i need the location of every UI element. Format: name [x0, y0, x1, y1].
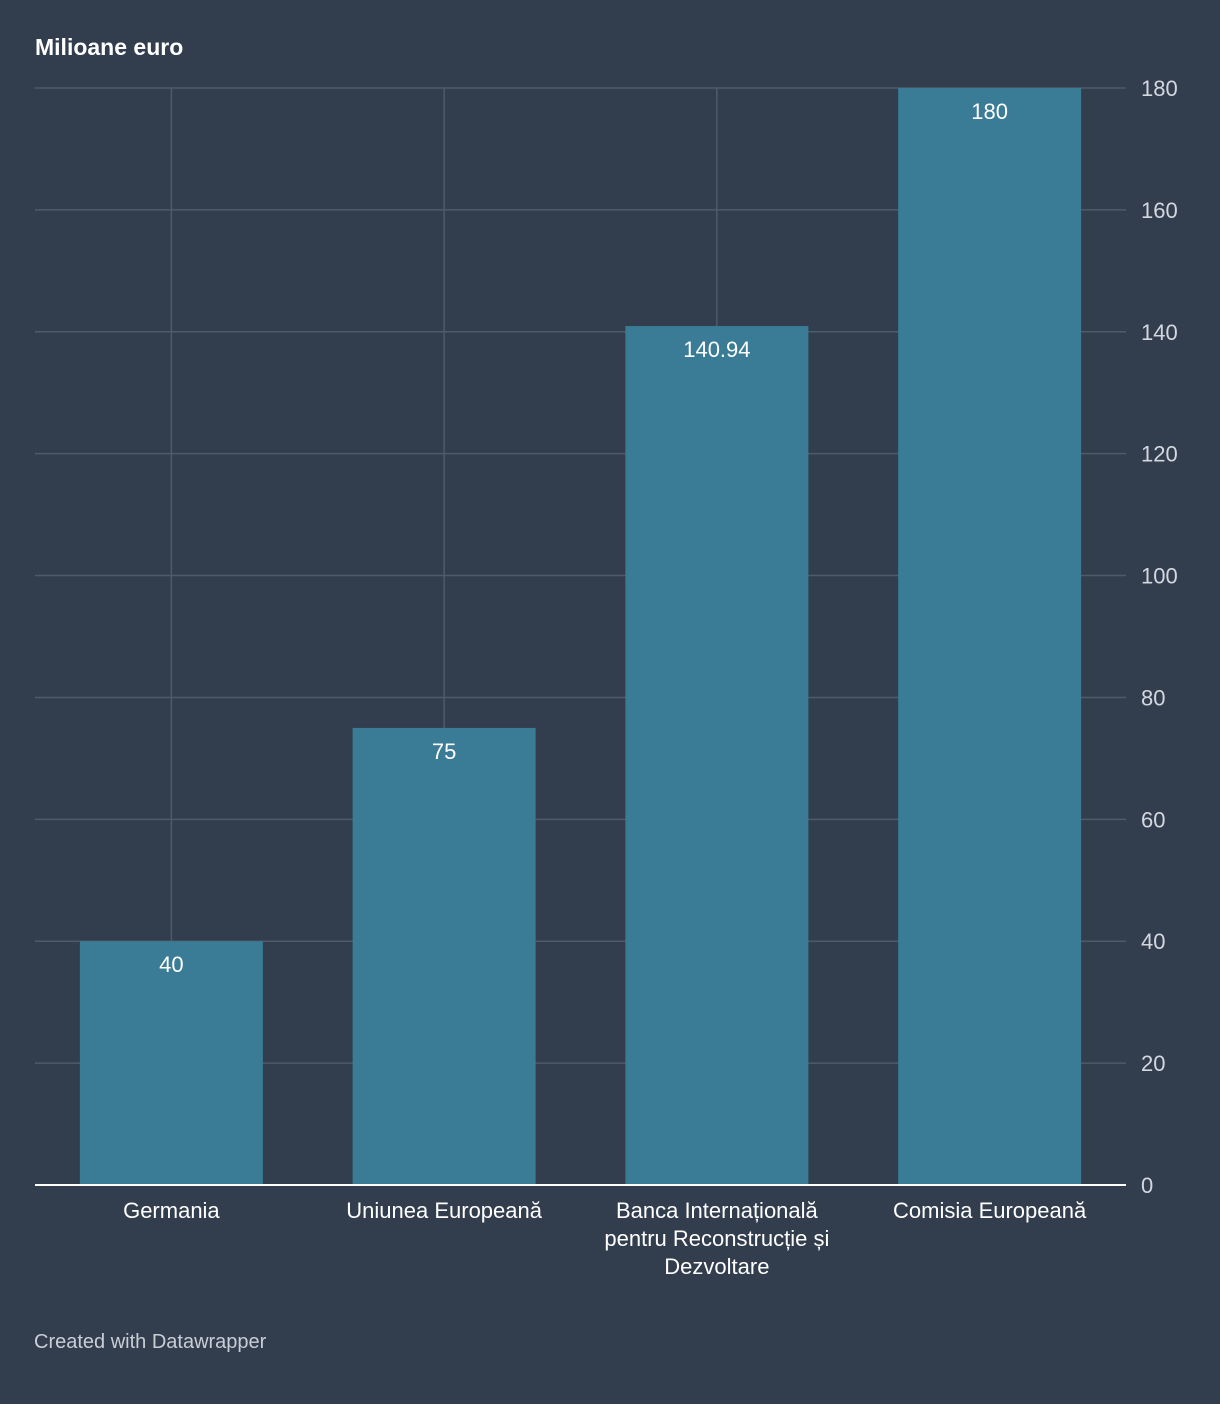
y-tick-label: 20 [1141, 1051, 1165, 1076]
x-category-label: Germania [123, 1198, 220, 1223]
x-category-label: pentru Reconstrucție și [604, 1226, 829, 1251]
y-tick-label: 140 [1141, 320, 1178, 345]
x-category-label: Banca Internațională [616, 1198, 819, 1223]
bar-value-label: 140.94 [683, 337, 750, 362]
bar [352, 727, 536, 1185]
y-tick-label: 60 [1141, 807, 1165, 832]
y-tick-label: 40 [1141, 929, 1165, 954]
chart-title: Milioane euro [35, 34, 184, 60]
y-tick-label: 160 [1141, 198, 1178, 223]
y-tick-label: 80 [1141, 685, 1165, 710]
x-category-label: Uniunea Europeană [346, 1198, 542, 1223]
y-tick-label: 120 [1141, 442, 1178, 467]
bar [898, 88, 1082, 1185]
y-tick-label: 0 [1141, 1173, 1153, 1198]
x-category-label: Comisia Europeană [893, 1198, 1087, 1223]
y-tick-label: 180 [1141, 76, 1178, 101]
y-tick-label: 100 [1141, 564, 1178, 589]
bar-value-label: 180 [971, 99, 1008, 124]
footer-credit[interactable]: Created with Datawrapper [34, 1331, 267, 1353]
bar [625, 326, 809, 1185]
bar-value-label: 75 [432, 739, 456, 764]
bar-value-label: 40 [159, 952, 183, 977]
bar [79, 941, 263, 1185]
x-category-label: Dezvoltare [664, 1254, 769, 1279]
